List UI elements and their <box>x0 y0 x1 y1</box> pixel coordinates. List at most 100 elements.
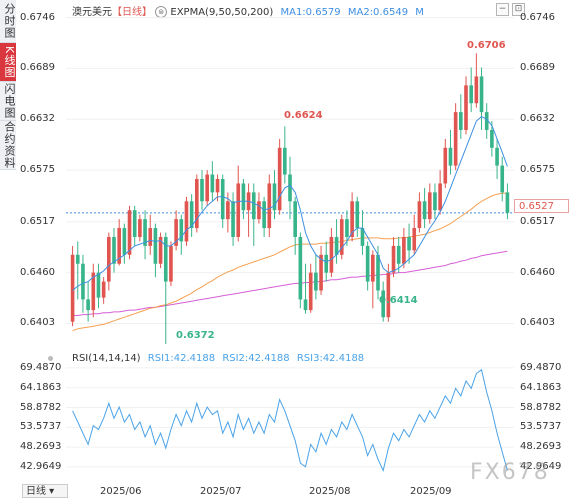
candle-body <box>402 236 406 264</box>
candle-body <box>169 245 173 282</box>
time-tick-label: 2025/06 <box>100 486 142 497</box>
price-tick-label: 0.6632 <box>520 113 555 125</box>
candle-body <box>174 219 178 246</box>
candle-body <box>484 112 489 130</box>
price-tick-label: 0.6460 <box>20 266 55 278</box>
price-tick-label: 0.6517 <box>20 215 55 227</box>
candle-body <box>334 236 339 255</box>
candle-body <box>257 201 261 220</box>
mid-high-annotation: 0.6624 <box>284 110 323 121</box>
period-tag: 【日线】 <box>112 7 152 18</box>
time-tick-label: 2025/07 <box>200 486 242 497</box>
price-tick-label: 0.6517 <box>520 215 555 227</box>
rsi-tick-label: 58.8782 <box>520 401 562 413</box>
candle-body <box>329 236 334 273</box>
candle-body <box>453 112 458 166</box>
candle-body <box>267 183 272 229</box>
candle-body <box>438 183 442 211</box>
candle-body <box>251 192 256 220</box>
rsi-tick-label: 48.2693 <box>20 441 62 453</box>
candle-body <box>277 147 282 211</box>
rsi-tick-label: 69.4870 <box>20 361 62 373</box>
candle-body <box>153 228 158 264</box>
candle-body <box>308 272 313 311</box>
rsi-tick-label: 64.1863 <box>20 381 62 393</box>
rsi-legend: RSI(14,14,14) RSI1:42.4188 RSI2:42.4188 … <box>72 353 364 364</box>
candle-body <box>407 236 411 251</box>
candle-body <box>464 85 468 130</box>
price-tick-label: 0.6575 <box>20 164 55 176</box>
candle-body <box>365 245 370 282</box>
rsi-chart[interactable] <box>66 366 514 478</box>
candle-body <box>138 219 142 237</box>
candle-body <box>132 210 137 237</box>
period-select[interactable]: 日线 ▾ <box>22 484 68 498</box>
high-annotation: 0.6706 <box>467 40 506 51</box>
candle-body <box>179 219 184 242</box>
price-tick-label: 0.6460 <box>520 266 555 278</box>
candle-body <box>412 228 417 251</box>
rsi-tick-label: 53.5737 <box>20 421 62 433</box>
candle-body <box>417 201 422 229</box>
candle-body <box>143 219 147 246</box>
candle-body <box>459 112 463 130</box>
candle-body <box>360 228 365 246</box>
price-tick-label: 0.6689 <box>20 62 55 74</box>
settings-button[interactable]: ⊡ <box>512 3 525 16</box>
candle-body <box>158 236 163 264</box>
tab-kline[interactable]: K线图 <box>0 43 16 82</box>
rsi-label: RSI(14,14,14) <box>72 353 141 364</box>
ma1-line <box>72 116 508 291</box>
candle-body <box>298 236 303 300</box>
rsi-tick-label: 42.9649 <box>20 460 62 472</box>
candle-body <box>81 263 85 300</box>
price-tick-label: 0.6575 <box>520 164 555 176</box>
candle-body <box>422 201 427 220</box>
candle-body <box>319 254 323 291</box>
rsi-tick-label: 53.5737 <box>520 421 562 433</box>
price-tick-label: 0.6403 <box>520 317 555 329</box>
candle-body <box>391 245 396 273</box>
rsi-tick-label: 58.8782 <box>20 401 62 413</box>
candle-body <box>184 201 189 242</box>
candle-body <box>386 272 391 318</box>
candle-body <box>226 201 230 220</box>
candle-body <box>215 179 220 193</box>
low-annotation: 0.6372 <box>176 330 215 341</box>
ma2-line <box>72 192 508 332</box>
tab-contract-info[interactable]: 合约资料 <box>0 121 16 170</box>
symbol-name: 澳元美元 <box>72 7 112 18</box>
candle-body <box>231 201 235 237</box>
candle-body <box>293 201 297 237</box>
price-tick-label: 0.6746 <box>20 11 55 23</box>
candle-body <box>272 183 277 211</box>
candle-body <box>500 165 505 193</box>
candle-body <box>101 281 106 298</box>
tab-time-sharing[interactable]: 分时图 <box>0 0 16 43</box>
candle-body <box>339 219 344 255</box>
price-chart[interactable] <box>66 14 514 344</box>
candle-body <box>70 254 75 322</box>
candle-body <box>396 245 401 264</box>
rsi3-value: RSI3:42.4188 <box>296 353 365 364</box>
candle-body <box>427 192 432 220</box>
tab-flash[interactable]: 闪电图 <box>0 82 16 121</box>
candle-body <box>205 174 209 202</box>
candle-body <box>376 254 380 291</box>
watermark: FX678 <box>470 460 550 485</box>
candle-body <box>433 192 437 211</box>
rsi-tick-label: 69.4870 <box>520 361 562 373</box>
price-tick-label: 0.6632 <box>20 113 55 125</box>
candle-body <box>107 236 111 282</box>
low2-annotation: 0.6414 <box>379 295 418 306</box>
candle-body <box>448 147 453 166</box>
candle-body <box>163 236 168 282</box>
candle-body <box>189 201 194 229</box>
candle-body <box>443 147 448 184</box>
candle-body <box>490 129 494 148</box>
rsi2-value: RSI2:42.4188 <box>222 353 290 364</box>
minimize-button[interactable]: − <box>496 3 509 16</box>
rsi-tick-label: 42.9649 <box>520 460 562 472</box>
current-price-tag: 0.6527 <box>514 199 569 213</box>
candle-body <box>495 147 499 166</box>
